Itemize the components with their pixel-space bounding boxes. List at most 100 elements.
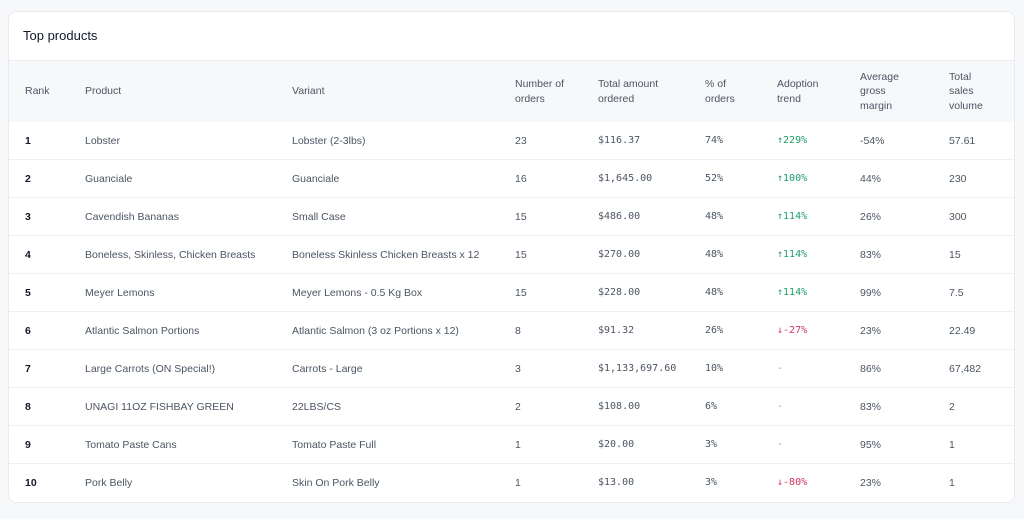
product-cell: Meyer Lemons: [85, 273, 292, 312]
gross-margin-cell: 95%: [860, 425, 949, 464]
table-row[interactable]: 10 Pork Belly Skin On Pork Belly 1 $13.00 3% ↓…: [9, 463, 1014, 501]
variant-cell: Tomato Paste Full: [292, 425, 515, 464]
adoption-trend-cell: ↑114%: [777, 235, 860, 274]
top-products-table: Rank Product Variant Number of orders To…: [9, 61, 1014, 501]
adoption-trend-cell: -: [777, 349, 860, 388]
orders-cell: 16: [515, 159, 598, 198]
total-amount-cell: $270.00: [598, 235, 705, 274]
table-header-row: Rank Product Variant Number of orders To…: [9, 61, 1014, 122]
rank-cell: 8: [9, 387, 85, 426]
header-percent-of-orders[interactable]: % of orders: [705, 78, 735, 105]
orders-cell: 1: [515, 425, 598, 464]
arrow-down-icon: ↓: [777, 477, 784, 488]
total-amount-cell: $91.32: [598, 311, 705, 350]
percent-orders-cell: 26%: [705, 311, 777, 350]
percent-orders-cell: 3%: [705, 425, 777, 464]
trend-value: -: [777, 439, 784, 450]
header-total-sales-volume[interactable]: Total sales volume: [949, 70, 983, 112]
table-row[interactable]: 8 UNAGI 11OZ FISHBAY GREEN 22LBS/CS 2 $108.0…: [9, 387, 1014, 426]
adoption-trend-cell: -: [777, 387, 860, 426]
sales-volume-cell: 1: [949, 425, 1014, 464]
gross-margin-cell: 23%: [860, 311, 949, 350]
orders-cell: 15: [515, 197, 598, 236]
sales-volume-cell: 1: [949, 463, 1014, 501]
trend-value: 114%: [783, 287, 808, 298]
percent-orders-cell: 6%: [705, 387, 777, 426]
arrow-down-icon: ↓: [777, 325, 784, 336]
trend-value: 114%: [783, 249, 808, 260]
product-cell: UNAGI 11OZ FISHBAY GREEN: [85, 387, 292, 426]
gross-margin-cell: 23%: [860, 463, 949, 501]
arrow-up-icon: ↑: [777, 249, 784, 260]
orders-cell: 15: [515, 273, 598, 312]
header-total-amount-ordered[interactable]: Total amount ordered: [598, 78, 659, 105]
sales-volume-cell: 15: [949, 235, 1014, 274]
trend-value: 114%: [783, 211, 808, 222]
trend-value: 100%: [783, 173, 808, 184]
percent-orders-cell: 48%: [705, 273, 777, 312]
rank-cell: 10: [9, 463, 85, 501]
gross-margin-cell: 44%: [860, 159, 949, 198]
variant-cell: Lobster (2-3lbs): [292, 134, 366, 147]
total-amount-cell: $20.00: [598, 425, 705, 464]
arrow-up-icon: ↑: [777, 135, 784, 146]
table-row[interactable]: 2 Guanciale Guanciale 16 $1,645.00 52% ↑100% 44…: [9, 159, 1014, 198]
header-adoption-trend[interactable]: Adoption trend: [777, 78, 819, 105]
sales-volume-cell: 2: [949, 387, 1014, 426]
rank-cell: 5: [9, 273, 85, 312]
total-amount-cell: $1,133,697.60: [598, 349, 705, 388]
variant-cell: Carrots - Large: [292, 349, 515, 388]
gross-margin-cell: 83%: [860, 235, 949, 274]
sales-volume-cell: 230: [949, 159, 1014, 198]
table-row[interactable]: 1 Lobster Lobster (2-3lbs) 23 $116.37 74% ↑229…: [9, 122, 1014, 160]
arrow-up-icon: ↑: [777, 173, 784, 184]
product-cell: Large Carrots (ON Special!): [85, 349, 292, 388]
product-cell: Tomato Paste Cans: [85, 425, 292, 464]
trend-value: -: [777, 401, 784, 412]
variant-cell: Boneless Skinless Chicken Breasts x 12: [292, 235, 515, 274]
product-cell: Atlantic Salmon Portions: [85, 311, 292, 350]
sales-volume-cell: 300: [949, 197, 1014, 236]
header-average-gross-margin[interactable]: Average gross margin: [860, 70, 899, 112]
variant-cell: 22LBS/CS: [292, 387, 515, 426]
product-cell: Boneless, Skinless, Chicken Breasts: [85, 235, 292, 274]
orders-cell: 2: [515, 387, 598, 426]
total-amount-cell: $228.00: [598, 273, 705, 312]
variant-cell: Guanciale: [292, 159, 515, 198]
table-row[interactable]: 5 Meyer Lemons Meyer Lemons - 0.5 Kg Box 15…: [9, 273, 1014, 312]
rank-cell: 4: [9, 235, 85, 274]
sales-volume-cell: 57.61: [949, 134, 976, 147]
header-rank[interactable]: Rank: [25, 85, 50, 98]
table-row[interactable]: 3 Cavendish Bananas Small Case 15 $486.00 48%…: [9, 197, 1014, 236]
total-amount-cell: $1,645.00: [598, 159, 705, 198]
table-row[interactable]: 7 Large Carrots (ON Special!) Carrots - La…: [9, 349, 1014, 388]
top-products-card: Top products Rank Product Variant Number…: [8, 11, 1015, 503]
table-row[interactable]: 9 Tomato Paste Cans Tomato Paste Full 1 $20.…: [9, 425, 1014, 464]
product-cell: Lobster: [85, 134, 121, 147]
gross-margin-cell: -54%: [860, 134, 885, 147]
rank-cell: 7: [9, 349, 85, 388]
product-cell: Cavendish Bananas: [85, 197, 292, 236]
arrow-up-icon: ↑: [777, 211, 784, 222]
table-row[interactable]: 4 Boneless, Skinless, Chicken Breasts Bone…: [9, 235, 1014, 274]
rank-cell: 6: [9, 311, 85, 350]
header-product[interactable]: Product: [85, 85, 122, 98]
gross-margin-cell: 99%: [860, 273, 949, 312]
header-number-of-orders[interactable]: Number of orders: [515, 78, 565, 105]
gross-margin-cell: 26%: [860, 197, 949, 236]
rank-cell: 9: [9, 425, 85, 464]
orders-cell: 23: [515, 134, 527, 147]
sales-volume-cell: 22.49: [949, 311, 1014, 350]
adoption-trend-cell: ↓-80%: [777, 463, 860, 501]
trend-value: -80%: [783, 477, 808, 488]
percent-orders-cell: 3%: [705, 463, 777, 501]
variant-cell: Meyer Lemons - 0.5 Kg Box: [292, 273, 515, 312]
adoption-trend-cell: ↑229%: [777, 122, 860, 160]
percent-orders-cell: 48%: [705, 197, 777, 236]
table-row[interactable]: 6 Atlantic Salmon Portions Atlantic Salmon…: [9, 311, 1014, 350]
variant-cell: Small Case: [292, 197, 515, 236]
header-variant[interactable]: Variant: [292, 85, 325, 98]
orders-cell: 1: [515, 463, 598, 501]
sales-volume-cell: 7.5: [949, 273, 1014, 312]
arrow-up-icon: ↑: [777, 287, 784, 298]
